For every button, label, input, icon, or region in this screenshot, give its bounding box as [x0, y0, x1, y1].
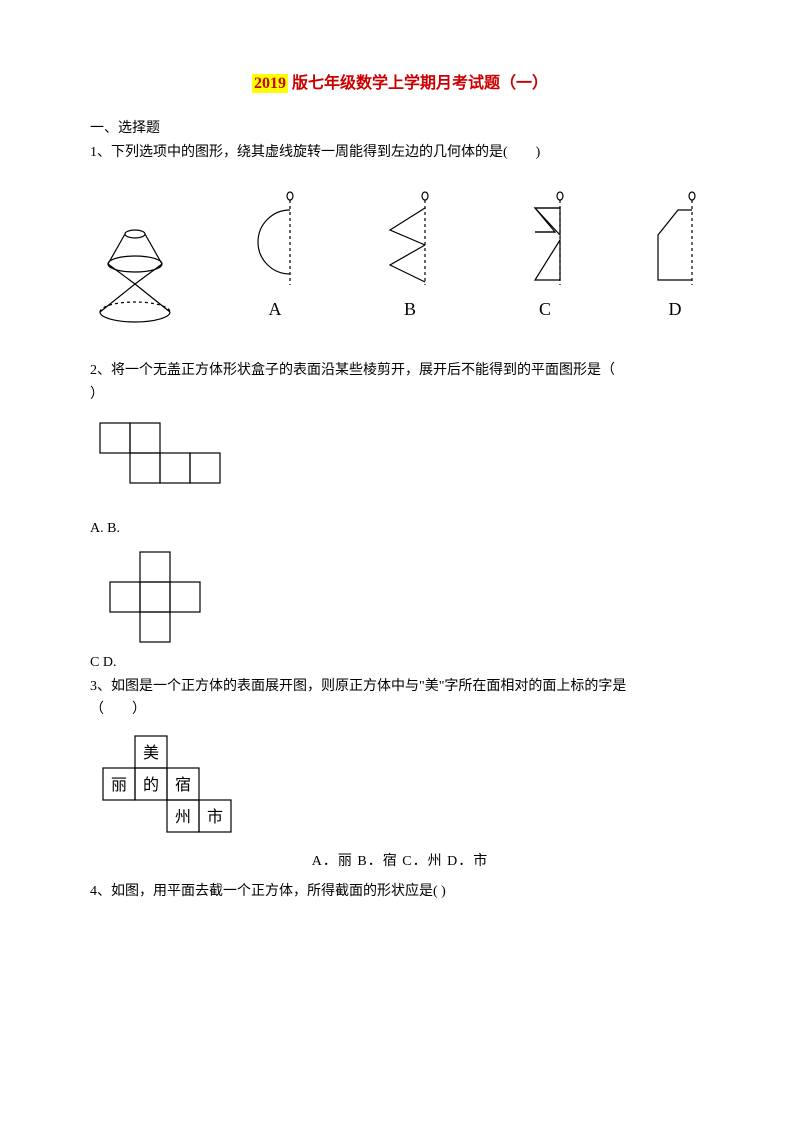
q1-d-label: D	[640, 294, 710, 325]
q1-figures: A B	[90, 190, 710, 325]
q2-net-c	[90, 547, 250, 647]
svg-text:宿: 宿	[175, 776, 191, 794]
q1-d-svg	[640, 190, 710, 290]
q1-text: 1、下列选项中的图形，绕其虚线旋转一周能得到左边的几何体的是( )	[90, 141, 710, 165]
q1-option-d: D	[640, 190, 710, 325]
q1-option-b: B	[370, 190, 450, 325]
q1-b-label: B	[370, 294, 450, 325]
svg-text:市: 市	[207, 808, 223, 826]
page-title: 2019 版七年级数学上学期月考试题（一）	[90, 70, 710, 97]
q1-option-a: A	[235, 190, 315, 325]
q2-labels-ab: A. B.	[90, 517, 710, 541]
q1-c-svg	[505, 190, 585, 290]
q1-option-c: C	[505, 190, 585, 325]
q1-a-svg	[235, 190, 315, 290]
title-highlight: 2019	[252, 74, 288, 93]
section-heading: 一、选择题	[90, 117, 710, 141]
title-rest: 版七年级数学上学期月考试题（一）	[288, 75, 548, 92]
q4-text: 4、如图，用平面去截一个正方体，所得截面的形状应是( )	[90, 880, 710, 904]
svg-text:的: 的	[143, 776, 159, 794]
q3-net: 美 丽 的 宿 州 市	[90, 728, 280, 838]
svg-text:美: 美	[143, 744, 159, 762]
q2-text-l2: ）	[90, 383, 710, 407]
q2-net-a	[90, 413, 250, 513]
q3-text-l1: 3、如图是一个正方体的表面展开图，则原正方体中与"美"字所在面相对的面上标的字是	[90, 675, 710, 699]
q1-solid-svg	[90, 224, 180, 324]
q2-text-l1: 2、将一个无盖正方体形状盒子的表面沿某些棱剪开，展开后不能得到的平面图形是（	[90, 359, 710, 383]
svg-text:州: 州	[175, 809, 191, 826]
q3-text-l2: （ ）	[90, 698, 710, 722]
q1-b-svg	[370, 190, 450, 290]
q3-options: A．丽 B．宿 C．州 D．市	[90, 850, 710, 874]
q1-solid	[90, 224, 180, 324]
q1-c-label: C	[505, 294, 585, 325]
svg-text:丽: 丽	[111, 777, 127, 794]
q1-a-label: A	[235, 294, 315, 325]
q2-labels-cd: C D.	[90, 651, 710, 675]
